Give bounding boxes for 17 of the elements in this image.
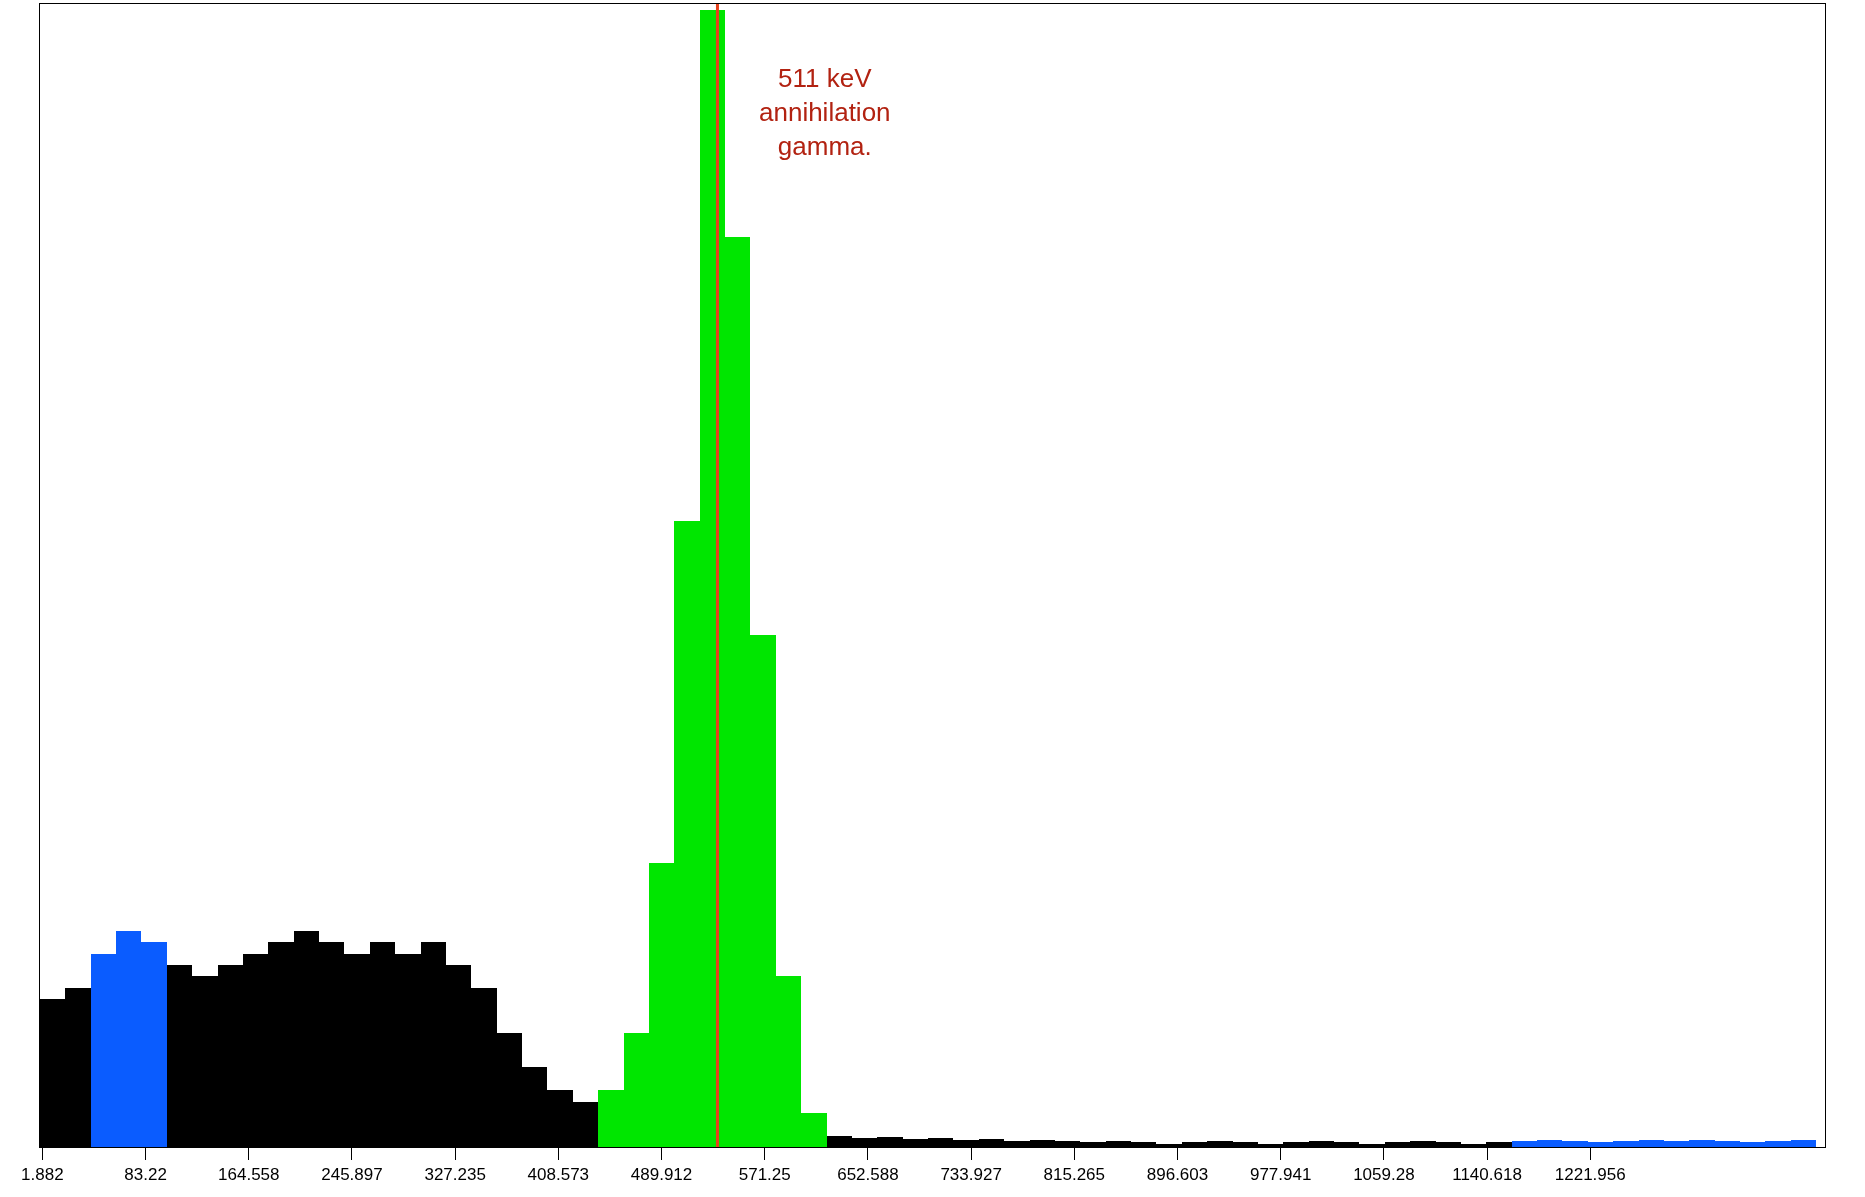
x-tick-label: 1059.28 xyxy=(1353,1165,1415,1185)
x-tick-label: 164.558 xyxy=(218,1165,280,1185)
x-tick-label: 1140.618 xyxy=(1452,1165,1522,1185)
x-tick-label: 408.573 xyxy=(527,1165,590,1185)
x-tick-label: 245.897 xyxy=(321,1165,383,1185)
x-tick-label: 815.265 xyxy=(1043,1165,1106,1185)
x-tick-label: 977.941 xyxy=(1249,1165,1312,1185)
ref-line-label: 511 keV annihilation gamma. xyxy=(759,63,891,161)
x-tick-label: 733.927 xyxy=(940,1165,1002,1185)
x-tick-label: 652.588 xyxy=(837,1165,899,1185)
x-tick-label: 1.882 xyxy=(21,1165,64,1185)
x-tick-label: 1221.956 xyxy=(1554,1165,1626,1185)
x-tick-label: 571.25 xyxy=(738,1165,791,1185)
x-tick-label: 327.235 xyxy=(424,1165,486,1185)
x-tick-label: 489.912 xyxy=(630,1165,693,1185)
x-tick-label: 896.603 xyxy=(1146,1165,1209,1185)
x-tick-label: 83.22 xyxy=(124,1165,167,1185)
